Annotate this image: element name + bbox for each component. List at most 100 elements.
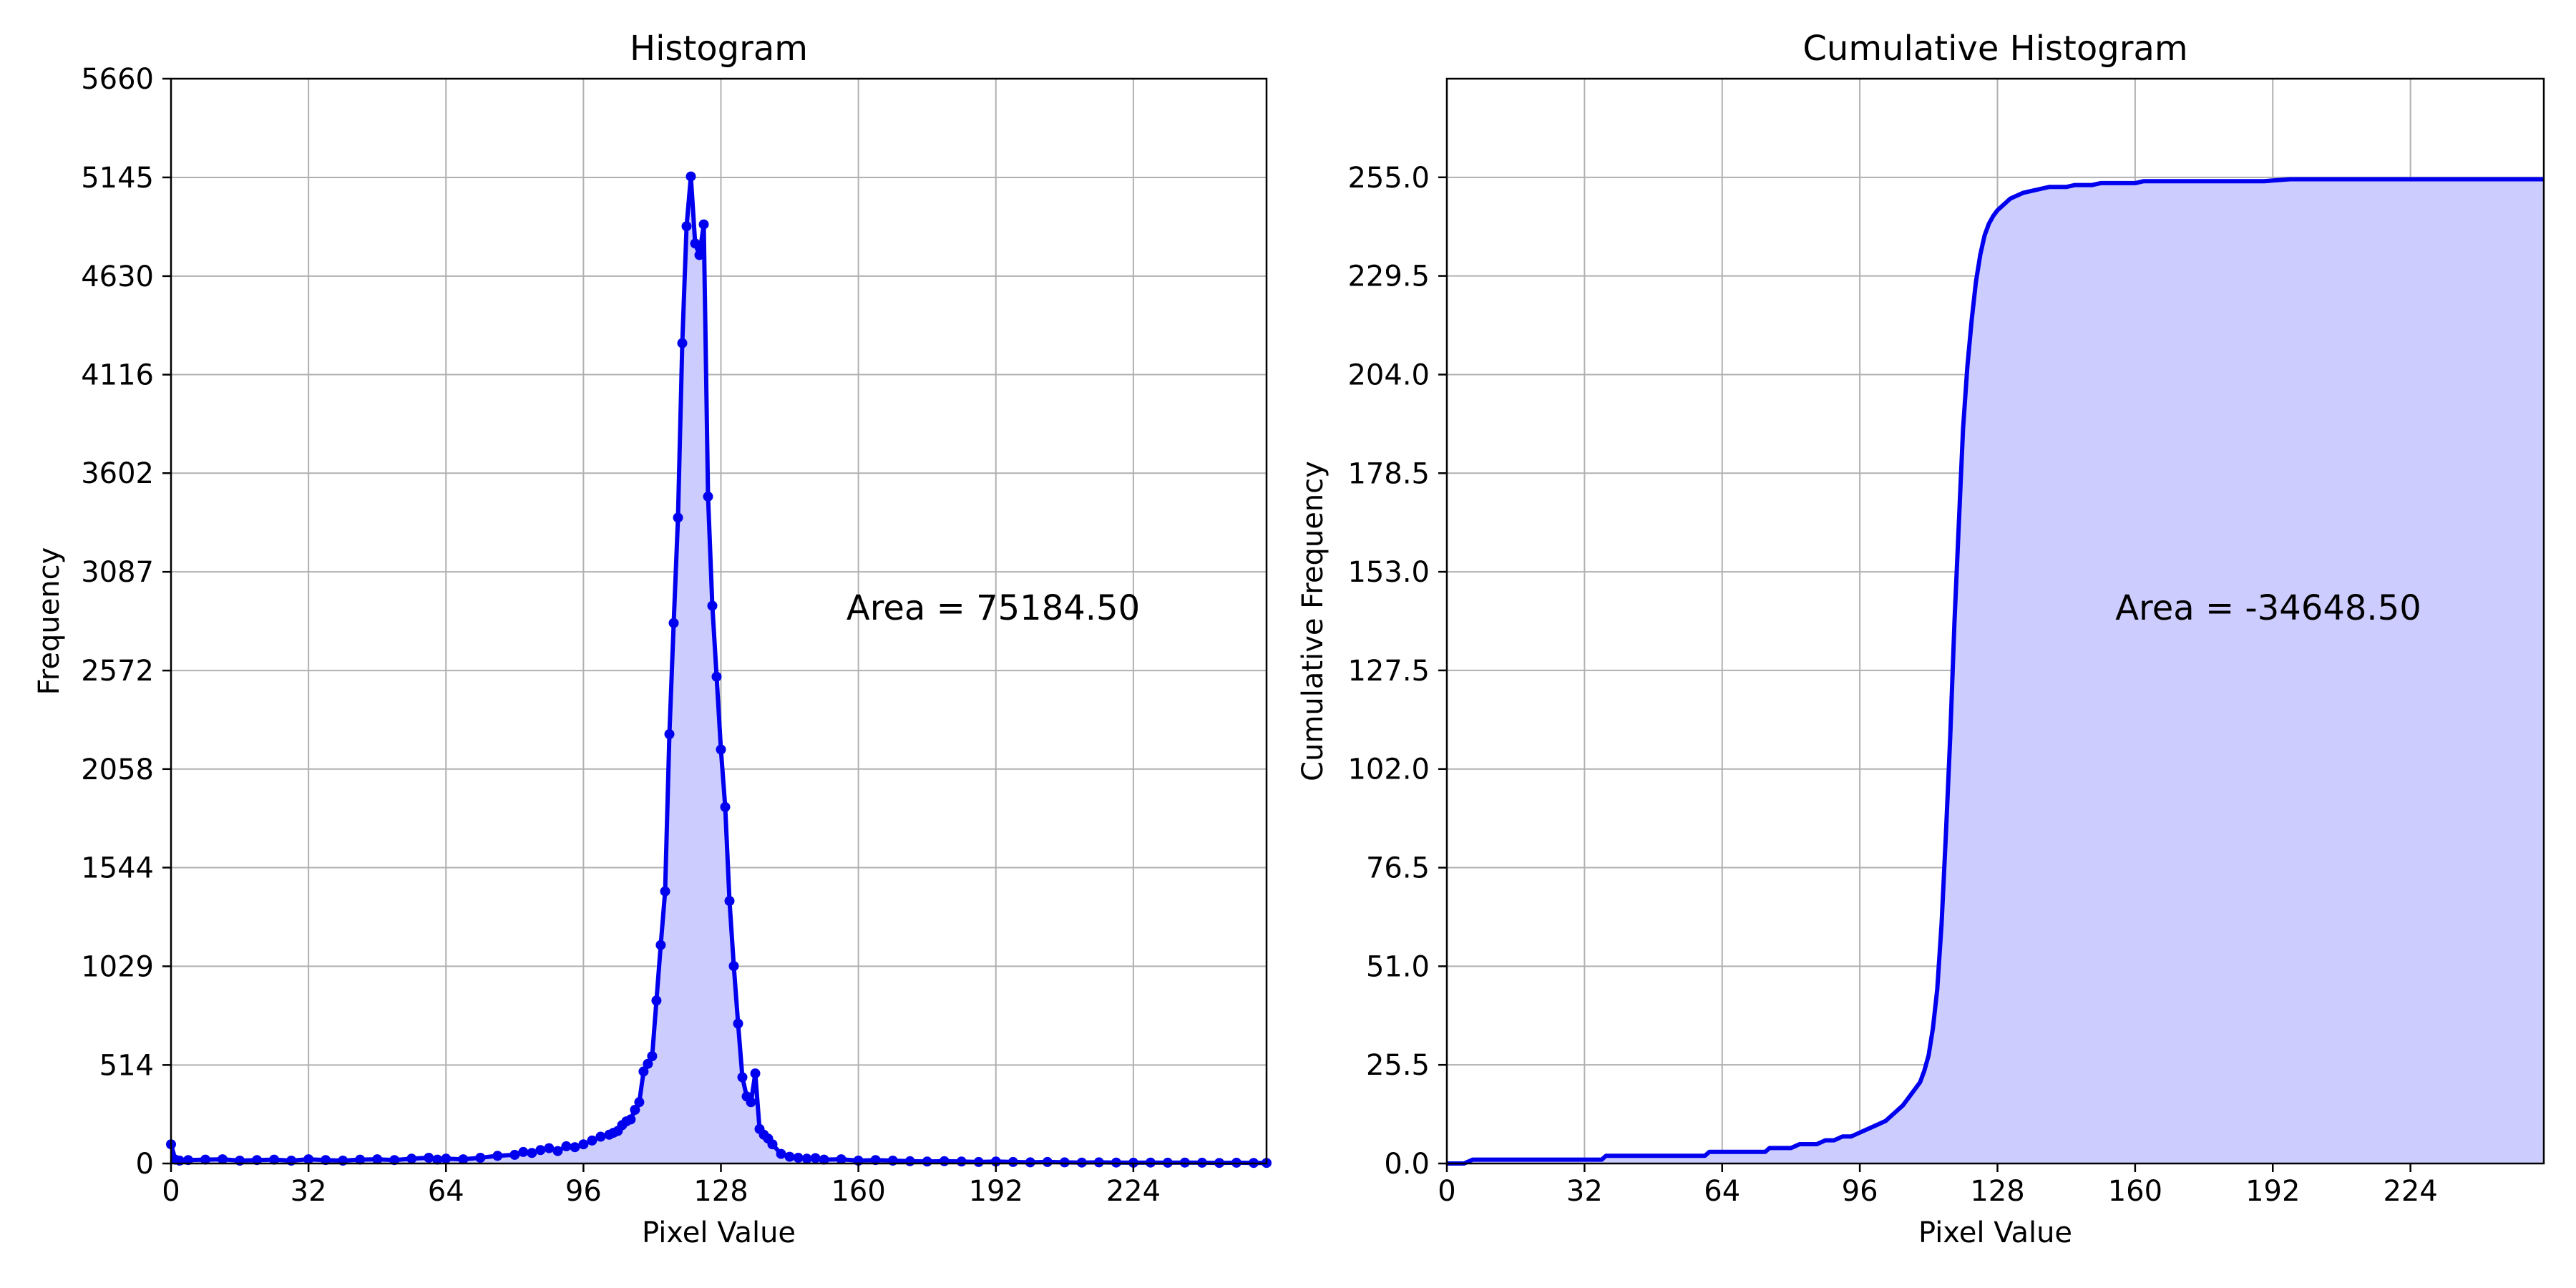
histogram-y-tick-label-9: 4630 xyxy=(81,260,154,293)
cumulative-fill xyxy=(1447,179,2544,1163)
histogram-y-tick-label-1: 514 xyxy=(99,1049,154,1082)
histogram-y-tick-label-10: 5145 xyxy=(81,162,154,195)
cumulative-y-tick-label-1: 25.5 xyxy=(1366,1049,1430,1082)
histogram-point-47 xyxy=(660,886,670,897)
histogram-point-31 xyxy=(578,1139,589,1150)
histogram-y-tick-label-2: 1029 xyxy=(81,950,154,983)
histogram-point-76 xyxy=(801,1153,812,1164)
histogram-x-tick-label-4: 128 xyxy=(693,1175,748,1208)
histogram-x-tick-label-7: 224 xyxy=(1106,1175,1161,1208)
histogram-point-43 xyxy=(643,1058,653,1069)
histogram-point-83 xyxy=(904,1156,915,1166)
cumulative-x-ticks: 0 32 64 96 128 160 192 224 xyxy=(1438,1163,2438,1208)
histogram-point-5 xyxy=(218,1154,228,1165)
histogram-point-10 xyxy=(303,1154,314,1165)
histogram-point-16 xyxy=(406,1153,417,1164)
cumulative-y-tick-label-4: 102.0 xyxy=(1347,753,1430,786)
histogram-y-axis-label: Frequency xyxy=(33,547,66,696)
cumulative-y-axis-label: Cumulative Frequency xyxy=(1297,461,1330,781)
cumulative-y-tick-label-6: 153.0 xyxy=(1347,556,1430,589)
histogram-point-56 xyxy=(698,219,709,230)
histogram-point-42 xyxy=(638,1066,649,1077)
histogram-point-64 xyxy=(733,1018,743,1029)
histogram-y-tick-label-6: 3087 xyxy=(81,556,154,589)
histogram-point-54 xyxy=(690,238,701,249)
cumulative-x-tick-label-4: 128 xyxy=(1970,1175,2024,1208)
cumulative-x-tick-label-3: 96 xyxy=(1842,1175,1878,1208)
histogram-point-89 xyxy=(1008,1156,1018,1167)
histogram-point-55 xyxy=(694,250,705,260)
cumulative-x-tick-label-2: 64 xyxy=(1704,1175,1740,1208)
histogram-point-26 xyxy=(535,1145,546,1156)
histogram-y-tick-label-5: 2572 xyxy=(81,655,154,688)
histogram-point-28 xyxy=(552,1146,563,1156)
cumulative-axes-frame xyxy=(1445,77,2545,1165)
histogram-point-25 xyxy=(527,1148,537,1158)
cumulative-histogram-plot: 0 32 64 96 128 160 192 224 0.0 25.5 51.0 76.5 102.0… xyxy=(1297,29,2545,1249)
histogram-point-81 xyxy=(870,1155,881,1166)
histogram-point-27 xyxy=(544,1143,555,1153)
histogram-point-61 xyxy=(720,801,731,812)
histogram-point-4 xyxy=(200,1154,210,1165)
cumulative-y-tick-label-7: 178.5 xyxy=(1347,457,1430,490)
cumulative-y-ticks: 0.0 25.5 51.0 76.5 102.0 127.5 153.0 178.5 204.0… xyxy=(1347,162,1447,1181)
histogram-y-tick-label-7: 3602 xyxy=(81,457,154,490)
histogram-point-73 xyxy=(776,1148,786,1159)
histogram-y-tick-label-3: 1544 xyxy=(81,852,154,884)
histogram-x-tick-label-6: 192 xyxy=(969,1175,1023,1208)
histogram-point-65 xyxy=(737,1072,748,1083)
histogram-point-14 xyxy=(372,1154,383,1165)
cumulative-x-tick-label-6: 192 xyxy=(2245,1175,2300,1208)
histogram-x-ticks: 0 32 64 96 128 160 192 224 xyxy=(162,1163,1161,1208)
histogram-point-68 xyxy=(750,1068,761,1079)
cumulative-y-tick-label-9: 229.5 xyxy=(1347,260,1430,293)
histogram-point-45 xyxy=(651,995,662,1006)
histogram-point-19 xyxy=(441,1153,452,1164)
histogram-point-85 xyxy=(939,1156,950,1166)
histogram-point-72 xyxy=(767,1139,778,1150)
histogram-point-15 xyxy=(389,1155,400,1166)
histogram-x-tick-label-2: 64 xyxy=(428,1175,464,1208)
histogram-point-7 xyxy=(252,1155,263,1166)
histogram-point-41 xyxy=(634,1097,645,1108)
histogram-fill xyxy=(171,176,1267,1164)
histogram-point-77 xyxy=(810,1153,821,1163)
histogram-point-99 xyxy=(1179,1157,1190,1168)
cumulative-title: Cumulative Histogram xyxy=(1802,29,2187,69)
histogram-point-86 xyxy=(956,1156,967,1167)
histogram-point-92 xyxy=(1059,1157,1070,1168)
histogram-point-95 xyxy=(1111,1157,1121,1168)
histogram-point-51 xyxy=(677,338,688,348)
histogram-point-13 xyxy=(355,1154,366,1165)
histogram-point-94 xyxy=(1093,1157,1104,1168)
histogram-point-8 xyxy=(269,1154,280,1165)
histogram-point-23 xyxy=(509,1149,520,1160)
histogram-title: Histogram xyxy=(630,29,808,69)
histogram-point-48 xyxy=(664,729,675,739)
histogram-point-63 xyxy=(728,961,739,972)
histogram-point-46 xyxy=(655,940,666,950)
histogram-point-93 xyxy=(1076,1157,1087,1168)
histogram-point-29 xyxy=(561,1141,572,1151)
cumulative-area-annotation: Area = -34648.50 xyxy=(2115,588,2421,628)
histogram-point-11 xyxy=(321,1155,331,1166)
histogram-point-74 xyxy=(784,1151,795,1162)
histogram-point-97 xyxy=(1145,1157,1156,1168)
histogram-point-30 xyxy=(570,1142,580,1153)
histogram-y-ticks: 0 514 1029 1544 2058 2572 3087 3602 4116 4630 5145… xyxy=(81,63,171,1181)
histogram-point-58 xyxy=(707,600,718,611)
histogram-y-tick-label-11: 5660 xyxy=(81,63,154,96)
histogram-point-67 xyxy=(746,1097,756,1108)
histogram-point-50 xyxy=(673,512,683,523)
histogram-point-18 xyxy=(432,1154,443,1165)
histogram-point-87 xyxy=(973,1156,984,1167)
histogram-point-53 xyxy=(686,171,696,182)
histogram-axes-frame xyxy=(170,77,1268,1165)
cumulative-x-tick-label-1: 32 xyxy=(1566,1175,1603,1208)
histogram-y-tick-label-8: 4116 xyxy=(81,359,154,392)
histogram-plot: 0 32 64 96 128 160 192 224 0 514 1029 1544 2058 2572… xyxy=(33,29,1272,1249)
histogram-point-52 xyxy=(681,221,692,232)
cumulative-y-tick-label-2: 51.0 xyxy=(1366,950,1430,983)
histogram-point-62 xyxy=(724,896,735,907)
